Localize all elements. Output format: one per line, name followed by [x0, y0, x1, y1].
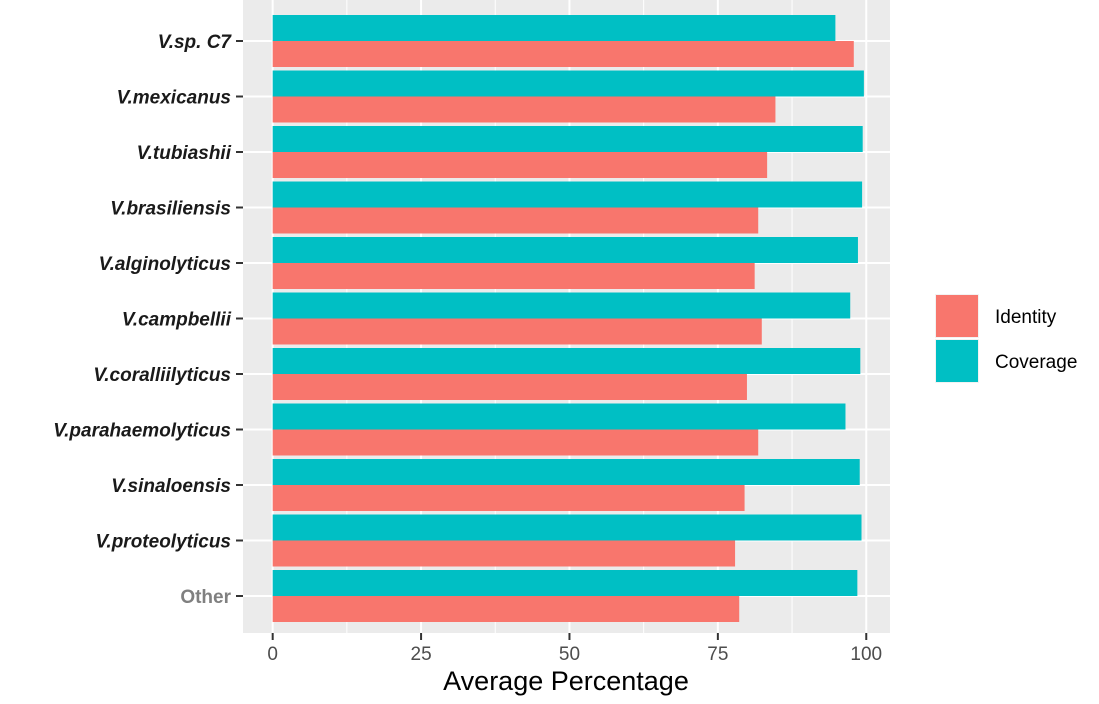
- bar-coverage: [272, 514, 862, 541]
- y-tick-label: V.coralliilyticus: [93, 365, 231, 386]
- bar-coverage: [272, 292, 851, 319]
- bar-identity: [272, 96, 776, 123]
- legend: Identity Coverage: [935, 294, 1077, 383]
- bar-coverage: [272, 70, 864, 97]
- x-axis: 0 25 50 75 100: [267, 633, 882, 665]
- y-tick-label: V.sp. C7: [158, 32, 233, 53]
- bar-identity: [272, 263, 755, 289]
- bar-identity: [272, 485, 745, 511]
- x-tick-label: 50: [559, 644, 580, 665]
- y-axis: V.sp. C7 V.mexicanus V.tubiashii V.brasilie…: [53, 32, 243, 608]
- legend-label: Identity: [995, 307, 1057, 328]
- bar-coverage: [272, 15, 836, 41]
- legend-swatch: [936, 340, 978, 382]
- bar-identity: [272, 152, 768, 178]
- x-tick-label: 100: [850, 644, 882, 665]
- bar-coverage: [272, 237, 858, 263]
- y-tick-label: V.proteolyticus: [95, 532, 231, 553]
- bar-identity: [272, 540, 736, 567]
- y-tick-label: V.campbellii: [122, 310, 232, 331]
- bar-identity: [272, 207, 759, 234]
- bar-coverage: [272, 459, 860, 485]
- y-tick-label: V.parahaemolyticus: [53, 421, 231, 442]
- bar-coverage: [272, 570, 858, 596]
- bar-coverage: [272, 126, 863, 152]
- y-tick-label: V.mexicanus: [117, 88, 231, 109]
- x-tick-label: 25: [411, 644, 432, 665]
- bar-identity: [272, 374, 747, 400]
- y-tick-label: Other: [180, 587, 231, 608]
- x-tick-label: 0: [267, 644, 278, 665]
- bar-coverage: [272, 403, 846, 430]
- legend-label: Coverage: [995, 352, 1077, 373]
- bar-identity: [272, 429, 759, 456]
- y-tick-label: V.sinaloensis: [111, 476, 231, 497]
- x-tick-label: 75: [707, 644, 728, 665]
- bar-identity: [272, 41, 854, 67]
- y-tick-label: V.tubiashii: [137, 143, 232, 164]
- legend-swatch: [936, 295, 978, 337]
- bar-layer: [272, 15, 864, 622]
- x-axis-title: Average Percentage: [443, 666, 689, 696]
- bar-identity: [272, 318, 762, 345]
- bar-coverage: [272, 181, 863, 208]
- y-tick-label: V.brasiliensis: [110, 199, 231, 220]
- bar-coverage: [272, 348, 861, 374]
- y-tick-label: V.alginolyticus: [99, 254, 231, 275]
- bar-identity: [272, 596, 740, 622]
